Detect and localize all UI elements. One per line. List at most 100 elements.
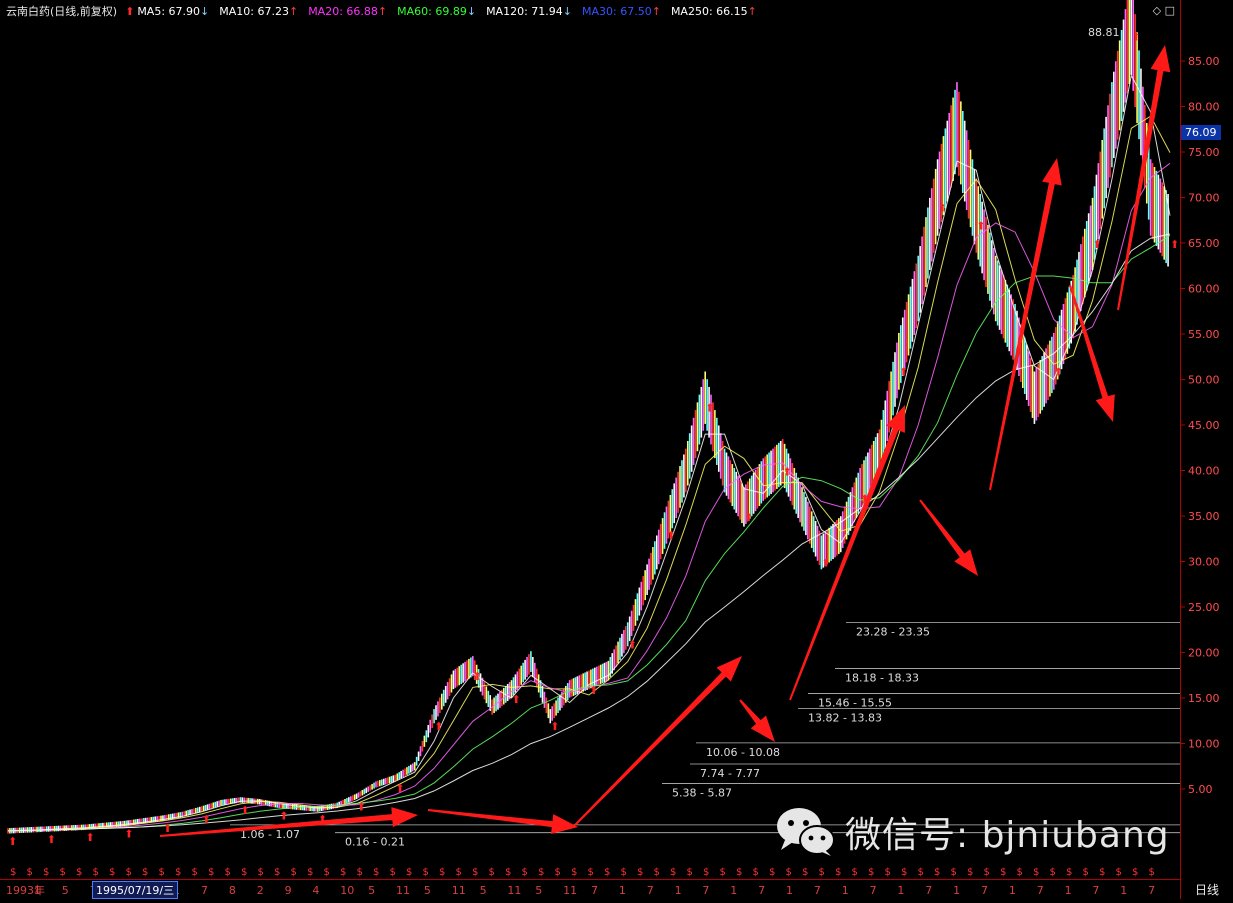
ma-indicator-4: MA120: 71.94↓ xyxy=(486,4,572,18)
y-tick-label: 80.00 xyxy=(1188,101,1220,114)
signal-marker: ⬆ xyxy=(357,800,366,813)
dividend-marker: $ xyxy=(522,867,528,878)
dividend-marker: $ xyxy=(901,867,907,878)
x-tick-label: 7 xyxy=(201,884,208,897)
dividend-marker: $ xyxy=(60,867,66,878)
signal-marker: ⬆ xyxy=(512,693,521,706)
trend-arrow xyxy=(789,405,905,701)
signal-marker: ⬆ xyxy=(1093,238,1102,251)
chart-title: 云南白药(日线,前复权) xyxy=(6,5,118,18)
x-tick-label: 9 xyxy=(285,884,292,897)
trend-arrow xyxy=(1069,284,1115,422)
signal-marker: ⬆ xyxy=(589,684,598,697)
x-axis-ticks: 1993年15717178294105115115115117171717171… xyxy=(6,883,1155,897)
date-cursor[interactable]: 1995/07/19/三 xyxy=(92,881,179,899)
signal-marker: ⬆ xyxy=(434,720,443,733)
dividend-marker: $ xyxy=(159,867,165,878)
watermark-text: 微信号: bjniubang xyxy=(845,815,1170,856)
price-axis xyxy=(1180,0,1181,899)
signal-marker: ⬆ xyxy=(395,782,404,795)
ma-line xyxy=(7,233,1171,832)
y-tick-label: 60.00 xyxy=(1188,283,1220,296)
signal-marker: ⬆ xyxy=(1131,30,1140,43)
y-tick-label: 20.00 xyxy=(1188,647,1220,660)
signal-marker: ⬆ xyxy=(240,804,249,817)
dividend-marker: $ xyxy=(736,867,742,878)
x-tick-label: 1 xyxy=(34,884,41,897)
trend-arrow xyxy=(159,807,418,837)
dividend-marker: $ xyxy=(753,867,759,878)
support-lines: 5.38 - 5.87 7.74 - 7.77 10.06 - 10.08 13.82… xyxy=(230,622,1180,849)
dividend-marker: $ xyxy=(142,867,148,878)
dividend-marker: $ xyxy=(472,867,478,878)
dividend-marker: $ xyxy=(687,867,693,878)
signal-marker: ⬆ xyxy=(899,365,908,378)
x-tick-label: 1 xyxy=(842,884,849,897)
current-price-tag: 76.09 xyxy=(1181,125,1221,140)
support-label: 5.38 - 5.87 xyxy=(672,787,732,800)
dividend-marker: $ xyxy=(307,867,313,878)
trend-arrow xyxy=(739,699,775,742)
x-tick-label: 7 xyxy=(1037,884,1044,897)
dividend-marker: $ xyxy=(373,867,379,878)
dividend-marker: $ xyxy=(274,867,280,878)
signal-marker: ⬆ xyxy=(783,465,792,478)
x-tick-label: 1 xyxy=(953,884,960,897)
dividend-marker: $ xyxy=(654,867,660,878)
dividend-marker: $ xyxy=(868,867,874,878)
dividend-marker: $ xyxy=(786,867,792,878)
signal-marker: ⬆ xyxy=(666,529,675,542)
support-label: 15.46 - 15.55 xyxy=(818,696,892,709)
date-axis: 1993年15717178294105115115115117171717171… xyxy=(0,879,1180,900)
y-tick-label: 40.00 xyxy=(1188,465,1220,478)
dividend-marker: $ xyxy=(406,867,412,878)
x-tick-label: 8 xyxy=(229,884,236,897)
dividend-marker: $ xyxy=(291,867,297,878)
signal-marker: ⬆ xyxy=(163,822,172,835)
max-price-label: 88.81 xyxy=(1088,26,1120,39)
dividend-marker: $ xyxy=(885,867,891,878)
y-tick-label: 5.00 xyxy=(1188,783,1213,796)
x-tick-label: 7 xyxy=(702,884,709,897)
x-tick-label: 7 xyxy=(925,884,932,897)
x-tick-label: 7 xyxy=(1092,884,1099,897)
dividend-marker: $ xyxy=(951,867,957,878)
x-tick-label: 1 xyxy=(619,884,626,897)
x-tick-label: 2 xyxy=(257,884,264,897)
dividend-marker: $ xyxy=(76,867,82,878)
signal-marker: ⬆ xyxy=(1015,338,1024,351)
dividend-marker: $ xyxy=(109,867,115,878)
dividend-marker: $ xyxy=(588,867,594,878)
x-tick-label: 11 xyxy=(507,884,521,897)
dividend-marker: $ xyxy=(1083,867,1089,878)
window-controls[interactable]: ◇ □ xyxy=(1152,4,1175,17)
x-tick-label: 5 xyxy=(424,884,431,897)
dividend-marker: $ xyxy=(984,867,990,878)
x-tick-label: 7 xyxy=(814,884,821,897)
signal-marker: ⬆ xyxy=(85,831,94,844)
x-tick-label: 5 xyxy=(480,884,487,897)
trend-arrow xyxy=(1117,45,1171,311)
dividend-marker: $ xyxy=(175,867,181,878)
x-tick-label: 4 xyxy=(312,884,319,897)
y-tick-label: 55.00 xyxy=(1188,328,1220,341)
x-tick-label: 1 xyxy=(786,884,793,897)
signal-marker: ⬆ xyxy=(47,833,56,846)
signal-marker: ⬆ xyxy=(628,638,637,651)
x-tick-label: 1 xyxy=(675,884,682,897)
ma-indicator-2: MA20: 66.88↑ xyxy=(308,4,388,18)
ma-line xyxy=(7,162,1171,832)
dividend-marker: $ xyxy=(456,867,462,878)
signal-marker: ⬆ xyxy=(976,220,985,233)
x-tick-label: 11 xyxy=(563,884,577,897)
y-tick-label: 25.00 xyxy=(1188,601,1220,614)
signal-marker: ⬆ xyxy=(550,720,559,733)
period-label[interactable]: 日线 xyxy=(1195,883,1220,897)
signal-marker: ⬆ xyxy=(821,556,830,569)
signal-marker: ⬆ xyxy=(8,835,17,848)
ma-indicator-1: MA10: 67.23↑ xyxy=(219,4,299,18)
dividend-marker: $ xyxy=(340,867,346,878)
signal-marker: ⬆ xyxy=(124,828,133,841)
x-tick-label: 5 xyxy=(62,884,69,897)
dividend-marker: $ xyxy=(1033,867,1039,878)
